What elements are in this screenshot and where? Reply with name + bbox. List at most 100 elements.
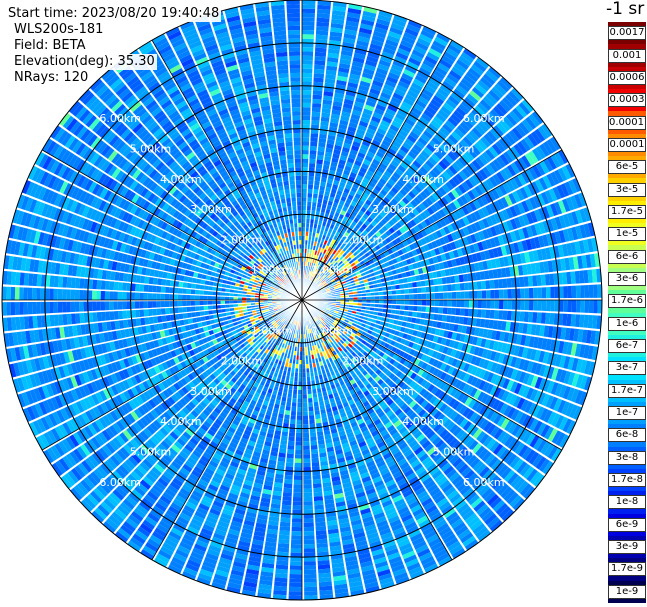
backscatter-cell <box>374 300 380 304</box>
backscatter-cell <box>303 479 312 485</box>
backscatter-cell <box>290 544 302 549</box>
backscatter-cell <box>302 175 308 181</box>
backscatter-cell <box>343 98 354 106</box>
backscatter-cell <box>307 389 312 395</box>
backscatter-cell <box>407 311 413 317</box>
backscatter-cell <box>349 190 356 197</box>
backscatter-cell <box>523 276 529 287</box>
backscatter-cell <box>451 283 457 292</box>
backscatter-cell <box>404 65 418 74</box>
backscatter-cell <box>368 123 378 132</box>
backscatter-cell <box>403 283 409 289</box>
backscatter-cell <box>312 197 318 203</box>
backscatter-cell <box>296 411 302 416</box>
backscatter-cell <box>330 27 343 34</box>
backscatter-cell <box>321 253 326 258</box>
backscatter-cell <box>438 292 444 299</box>
backscatter-cell <box>384 43 397 52</box>
backscatter-cell <box>312 228 317 233</box>
backscatter-cell <box>302 68 313 74</box>
backscatter-cell <box>304 586 318 592</box>
backscatter-cell <box>315 167 322 173</box>
backscatter-cell <box>506 310 512 321</box>
backscatter-cell <box>290 548 302 553</box>
backscatter-cell <box>352 182 360 189</box>
backscatter-cell <box>352 56 365 64</box>
backscatter-cell <box>545 286 551 299</box>
backscatter-cell <box>306 210 311 215</box>
backscatter-cell <box>284 414 290 420</box>
backscatter-cell <box>345 183 352 191</box>
backscatter-cell <box>306 218 310 224</box>
backscatter-cell <box>316 431 324 437</box>
backscatter-cell <box>418 33 433 44</box>
backscatter-cell <box>372 158 381 166</box>
backscatter-cell <box>310 449 319 455</box>
backscatter-cell <box>330 113 340 120</box>
backscatter-cell <box>364 104 375 112</box>
backscatter-cell <box>524 288 530 299</box>
backscatter-cell <box>575 285 581 298</box>
backscatter-cell <box>292 505 302 510</box>
backscatter-cell <box>464 291 470 299</box>
backscatter-cell <box>297 402 302 408</box>
backscatter-cell <box>391 63 404 73</box>
backscatter-cell <box>437 314 443 322</box>
backscatter-cell <box>305 222 310 228</box>
backscatter-cell <box>498 310 504 320</box>
backscatter-cell <box>308 163 316 168</box>
backscatter-cell <box>314 215 320 221</box>
backscatter-cell <box>302 42 314 48</box>
backscatter-cell <box>550 286 555 299</box>
backscatter-cell <box>303 505 313 510</box>
backscatter-cell <box>519 276 525 287</box>
backscatter-cell <box>442 284 448 292</box>
backscatter-cell <box>342 102 353 110</box>
backscatter-cell <box>326 139 335 145</box>
backscatter-cell <box>294 462 302 468</box>
backscatter-cell <box>486 300 491 309</box>
backscatter-cell <box>311 457 320 463</box>
backscatter-cell <box>445 276 452 284</box>
backscatter-cell <box>395 304 401 310</box>
backscatter-cell <box>314 410 321 415</box>
backscatter-cell <box>279 444 287 450</box>
backscatter-cell <box>567 300 572 313</box>
backscatter-cell <box>360 181 368 189</box>
backscatter-cell <box>298 372 302 378</box>
backscatter-cell <box>360 19 375 27</box>
backscatter-cell <box>337 185 345 192</box>
backscatter-cell <box>381 87 393 96</box>
backscatter-cell <box>341 111 351 118</box>
backscatter-cell <box>324 213 330 219</box>
backscatter-cell <box>321 173 328 179</box>
backscatter-cell <box>430 293 435 300</box>
backscatter-cell <box>281 431 289 437</box>
backscatter-cell <box>291 522 302 528</box>
backscatter-cell <box>416 312 422 318</box>
backscatter-cell <box>289 574 302 579</box>
backscatter-cell <box>357 170 366 178</box>
backscatter-cell <box>333 198 340 204</box>
backscatter-cell <box>324 245 329 251</box>
backscatter-cell <box>351 167 359 175</box>
backscatter-cell <box>278 538 290 544</box>
backscatter-cell <box>302 428 309 433</box>
backscatter-cell <box>396 84 408 94</box>
backscatter-cell <box>493 279 499 289</box>
backscatter-cell <box>416 281 422 288</box>
backscatter-cell <box>362 10 377 18</box>
backscatter-cell <box>347 7 362 15</box>
backscatter-cell <box>302 64 313 69</box>
backscatter-cell <box>335 231 341 237</box>
backscatter-cell <box>400 294 405 300</box>
backscatter-cell <box>316 159 324 165</box>
backscatter-cell <box>304 240 308 245</box>
backscatter-cell <box>312 479 322 484</box>
backscatter-cell <box>347 126 357 133</box>
backscatter-cell <box>571 300 577 313</box>
backscatter-cell <box>420 29 435 40</box>
backscatter-cell <box>322 199 328 205</box>
backscatter-cell <box>310 141 318 147</box>
backscatter-cell <box>385 39 399 48</box>
